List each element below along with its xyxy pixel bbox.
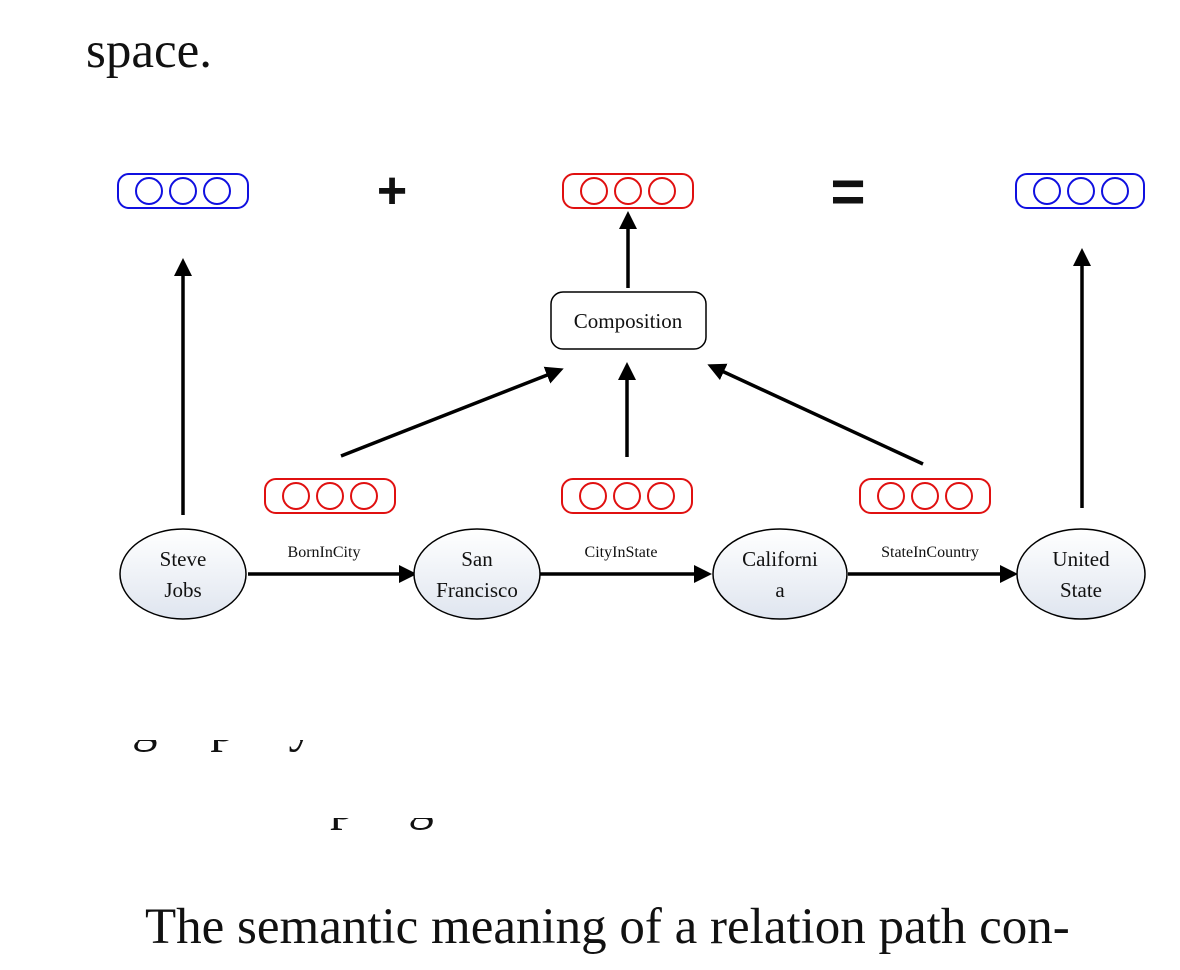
entity-node-1: Steve Jobs [119,528,247,620]
tail-entity-vector [1015,173,1145,209]
paper-text-clipped-2: p g [0,818,1180,840]
relation-vector-1 [264,478,396,514]
equals-sign: = [830,158,865,225]
arrow-relation3-to-composition [707,363,924,466]
entity-1-line2: Jobs [164,578,201,602]
entity-2-line2: Francisco [436,578,518,602]
entity-4-line2: State [1060,578,1102,602]
paper-text-clipped-2-content: p g [330,818,454,829]
entity-node-3: Californi a [712,528,848,620]
relation-label-3: StateInCountry [881,544,979,561]
paper-text-top: space. [86,23,213,79]
relation-vector-2 [561,478,693,514]
entity-3-line1: Californi [742,547,818,571]
relation-vector-3 [859,478,991,514]
composition-label: Composition [574,309,683,333]
entity-1-line1: Steve [160,547,207,571]
entity-2-line1: San [461,547,493,571]
composition-box: Composition [550,291,707,350]
paper-text-clipped-1-content: g p y [132,740,334,751]
paper-text-clipped-1: g p y [0,740,1180,762]
composed-path-vector [562,173,694,209]
entity-4-line1: United [1052,547,1110,571]
entity-node-4: United State [1016,528,1146,620]
head-entity-vector [117,173,249,209]
relation-label-1: BornInCity [288,544,361,561]
paper-text-bottom: The semantic meaning of a relation path … [145,899,1070,955]
relation-label-2: CityInState [585,544,658,561]
arrow-relation1-to-composition [340,366,564,458]
entity-node-2: San Francisco [413,528,541,620]
entity-3-line2: a [775,578,785,602]
plus-sign: + [377,162,407,220]
